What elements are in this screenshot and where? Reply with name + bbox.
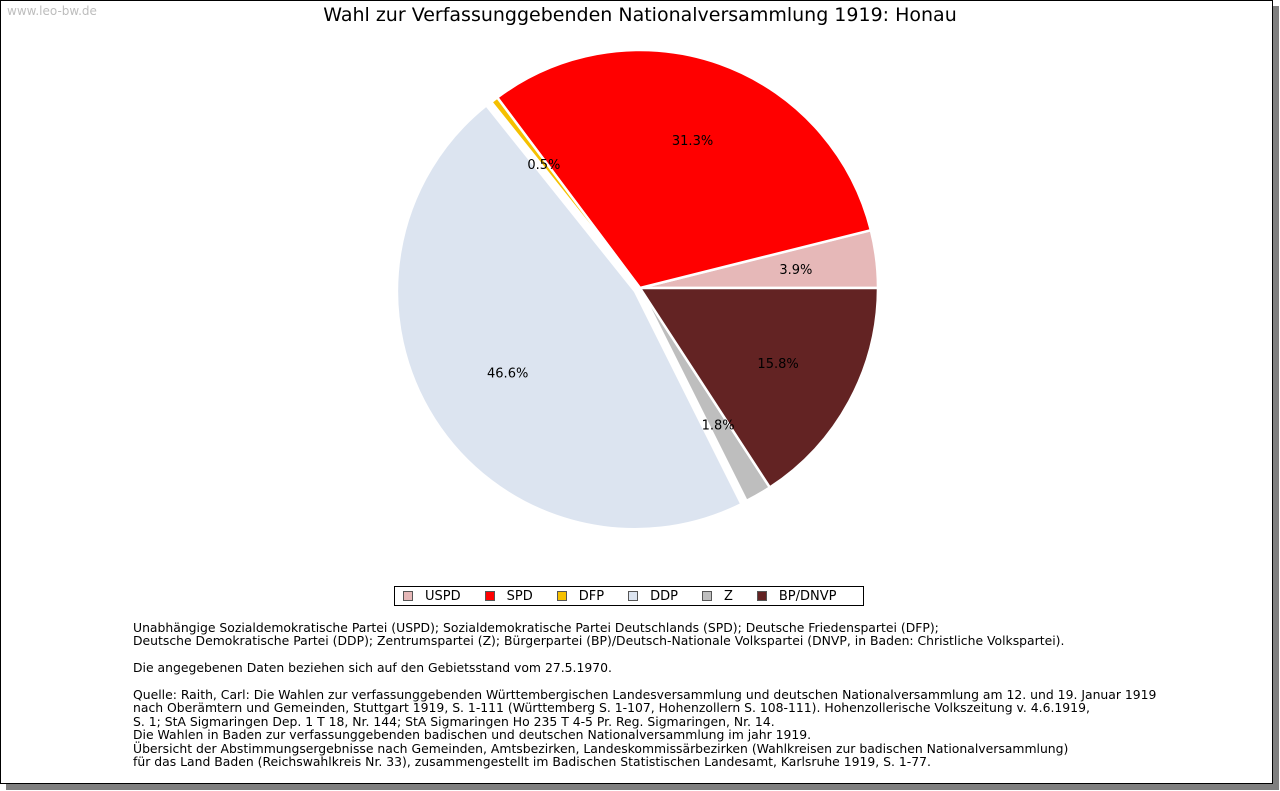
pie-slice-dfp [489, 95, 642, 289]
legend-item-uspd: USPD [403, 589, 461, 604]
notes-source-5: Übersicht der Abstimmungsergebnisse nach… [133, 740, 1069, 756]
pie-label-uspd: 3.9% [779, 263, 812, 278]
legend-label-z: Z [723, 588, 733, 604]
legend-label-uspd: USPD [425, 588, 461, 604]
pie-label-spd: 31.3% [672, 134, 713, 149]
legend-swatch-dfp [556, 591, 567, 601]
notes-territory: Die angegebenen Daten beziehen sich auf … [133, 660, 612, 676]
notes-source-4: Die Wahlen in Baden zur verfassunggebend… [133, 727, 812, 743]
legend-swatch-ddp [628, 591, 639, 601]
legend-label-bp-dnvp: BP/DNVP [778, 588, 837, 604]
legend-swatch-z [701, 591, 712, 601]
legend-label-dfp: DFP [578, 588, 605, 604]
legend-item-ddp: DDP [628, 589, 678, 604]
legend-label-spd: SPD [506, 588, 533, 604]
watermark: www.leo-bw.de [7, 4, 97, 18]
pie-label-ddp: 46.6% [487, 367, 528, 382]
pie-label-bp-dnvp: 15.8% [757, 357, 798, 372]
legend-item-dfp: DFP [556, 588, 605, 604]
notes-source-6: für das Land Baden (Reichswahlkreis Nr. … [133, 754, 931, 770]
notes-parties-line-2: Deutsche Demokratische Partei (DDP); Zen… [133, 633, 1065, 649]
legend-item-z: Z [701, 588, 733, 604]
pie-label-z: 1.8% [702, 418, 735, 433]
pie-slice-spd [495, 48, 873, 290]
pie-slice-bp-dnvp [637, 286, 880, 490]
legend-swatch-bp-dnvp [756, 591, 767, 601]
pie-chart: 3.9% 31.3% 0.5% 46.6% 1.8% 15.8% [395, 48, 880, 531]
pie-slice-ddp [395, 103, 744, 531]
notes: Unabhängige Sozialdemokratische Partei (… [133, 620, 1157, 770]
notes-source-2: nach Oberämtern und Gemeinden, Stuttgart… [133, 700, 1090, 716]
legend-item-spd: SPD [484, 588, 533, 604]
legend-swatch-spd [484, 591, 495, 601]
legend-item-bp-dnvp: BP/DNVP [756, 588, 837, 604]
notes-source-3: S. 1; StA Sigmaringen Dep. 1 T 18, Nr. 1… [133, 713, 775, 729]
legend: USPD SPD DFP DDP Z BP/DNVP [394, 586, 864, 606]
legend-label-ddp: DDP [650, 588, 678, 604]
notes-parties-line-1: Unabhängige Sozialdemokratische Partei (… [133, 620, 939, 635]
pie-label-dfp: 0.5% [527, 158, 560, 173]
notes-source-1: Quelle: Raith, Carl: Die Wahlen zur verf… [133, 687, 1157, 702]
legend-swatch-uspd [403, 591, 413, 601]
chart-title: Wahl zur Verfassunggebenden Nationalvers… [323, 4, 957, 26]
